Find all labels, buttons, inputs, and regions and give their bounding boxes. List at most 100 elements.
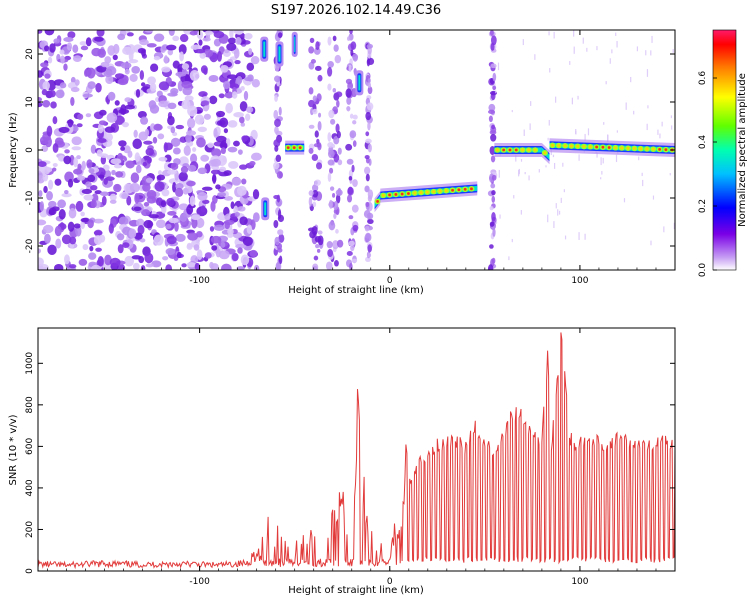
noise-speckle	[616, 41, 618, 48]
noise-blob	[328, 221, 336, 231]
noise-blob	[275, 130, 283, 137]
noise-blob	[72, 55, 82, 62]
noise-blob	[38, 30, 43, 34]
noise-blob	[156, 174, 166, 181]
noise-speckle	[646, 69, 649, 77]
noise-blob	[489, 145, 496, 155]
tone-peak-center	[557, 144, 561, 147]
noise-speckle	[575, 130, 577, 135]
tone-peak-center	[457, 188, 461, 192]
noise-blob	[193, 244, 200, 251]
noise-blob	[275, 154, 282, 163]
noise-blob	[158, 81, 170, 91]
noise-speckle	[511, 238, 513, 243]
noise-blob	[109, 257, 121, 267]
noise-blob	[364, 225, 370, 232]
noise-blob	[67, 31, 76, 39]
tone-peak-center	[588, 145, 592, 149]
noise-blob	[145, 147, 155, 156]
noise-blob	[196, 249, 203, 261]
noise-blob	[137, 225, 145, 235]
spectrogram-x-label: Height of straight line (km)	[288, 285, 424, 296]
noise-blob	[82, 244, 89, 251]
noise-speckle	[522, 39, 524, 46]
noise-blob	[107, 91, 116, 101]
noise-blob	[308, 147, 314, 154]
noise-blob	[311, 153, 319, 161]
noise-blob	[189, 70, 200, 81]
noise-blob	[70, 76, 76, 84]
noise-speckle	[584, 233, 586, 240]
noise-blob	[181, 63, 190, 70]
noise-blob	[191, 217, 198, 229]
noise-speckle	[534, 54, 536, 60]
noise-blob	[316, 138, 320, 145]
noise-speckle	[577, 95, 579, 100]
noise-blob	[209, 261, 214, 269]
noise-blob	[229, 83, 240, 90]
noise-blob	[252, 189, 260, 200]
noise-blob	[41, 89, 48, 96]
noise-speckle	[547, 137, 549, 141]
tone-peak-center	[495, 148, 499, 152]
noise-blob	[86, 159, 93, 169]
noise-blob	[42, 224, 54, 234]
noise-blob	[140, 116, 149, 125]
tone-peak-center	[551, 143, 554, 147]
noise-blob	[69, 264, 77, 269]
noise-blob	[218, 93, 225, 99]
noise-blob	[220, 147, 226, 155]
noise-blob	[40, 62, 49, 68]
noise-blob	[333, 44, 339, 52]
noise-speckle	[673, 222, 675, 230]
noise-blob	[210, 235, 222, 244]
noise-blob	[351, 204, 359, 213]
noise-blob	[111, 169, 116, 176]
noise-speckle	[642, 179, 644, 187]
noise-blob	[366, 102, 374, 111]
noise-speckle	[555, 203, 557, 209]
noise-blob	[54, 225, 62, 237]
noise-blob	[492, 85, 497, 91]
noise-blob	[492, 228, 496, 237]
noise-blob	[246, 224, 253, 235]
noise-blob	[167, 210, 177, 216]
noise-blob	[133, 206, 142, 212]
noise-blob	[327, 159, 335, 166]
noise-speckle	[564, 235, 567, 240]
noise-speckle	[584, 133, 586, 141]
noise-blob	[274, 75, 281, 83]
noise-blob	[76, 155, 81, 160]
noise-blob	[204, 252, 212, 259]
noise-blob	[327, 83, 332, 91]
noise-blob	[47, 56, 53, 64]
noise-blob	[191, 214, 201, 221]
noise-blob	[112, 54, 118, 61]
noise-blob	[157, 170, 163, 176]
noise-blob	[38, 70, 44, 78]
noise-speckle	[616, 130, 618, 133]
noise-blob	[367, 195, 373, 202]
noise-blob	[328, 109, 335, 119]
noise-blob	[215, 184, 221, 190]
noise-blob	[38, 248, 42, 254]
noise-blob	[367, 218, 374, 224]
snr-frame	[37, 327, 676, 572]
noise-blob	[42, 80, 50, 91]
noise-blob	[194, 49, 206, 54]
noise-speckle	[518, 168, 520, 175]
noise-blob	[234, 211, 240, 217]
noise-speckle	[670, 115, 673, 119]
noise-blob	[105, 176, 115, 181]
noise-blob	[131, 255, 142, 260]
noise-blob	[327, 60, 334, 68]
noise-blob	[240, 122, 246, 127]
noise-speckle	[633, 110, 635, 115]
tone-peak-center	[582, 145, 586, 148]
noise-blob	[273, 139, 281, 147]
noise-blob	[201, 186, 213, 191]
noise-blob	[316, 248, 321, 253]
noise-blob	[332, 35, 337, 42]
noise-speckle	[563, 189, 565, 193]
noise-blob	[347, 36, 351, 41]
